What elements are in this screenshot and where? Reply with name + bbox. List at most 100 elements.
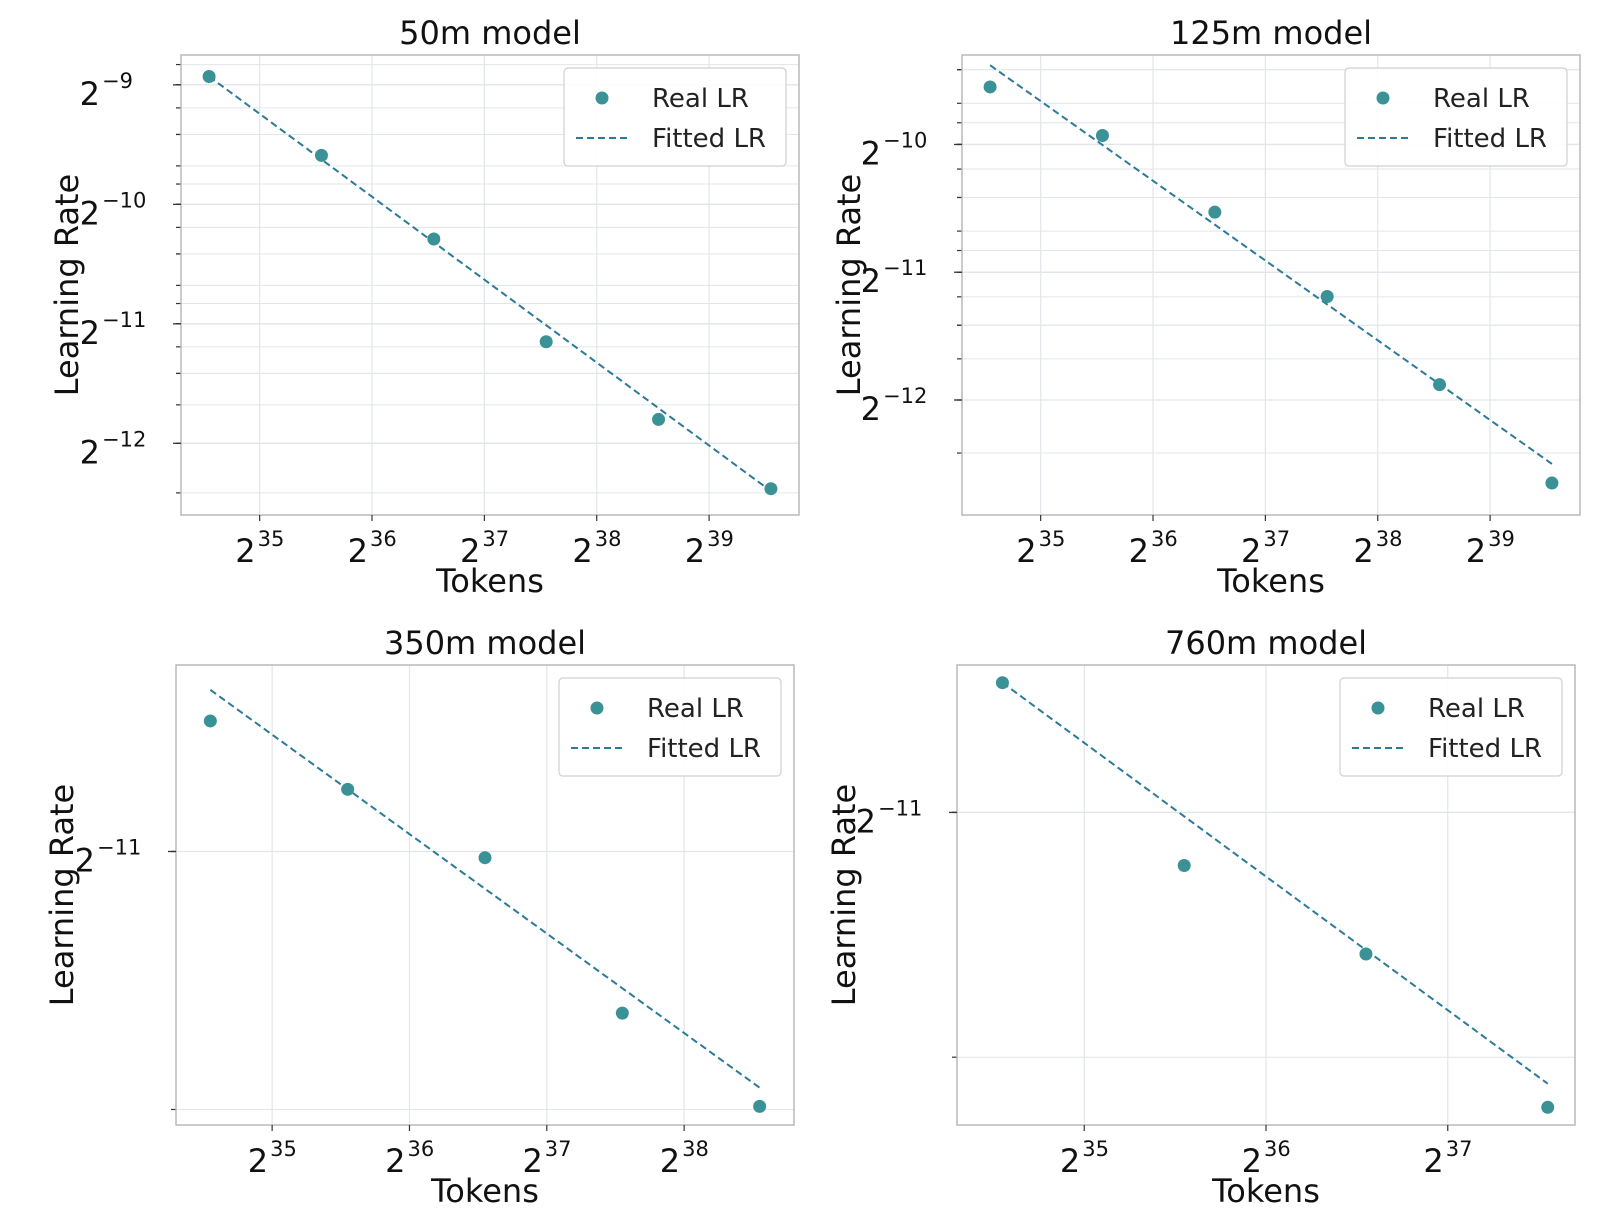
x-tick-base: 2 <box>660 1142 680 1180</box>
legend: Real LR Fitted LR <box>1339 677 1563 777</box>
legend-label-real-lr: Real LR <box>1433 84 1530 114</box>
plot-frame <box>180 54 800 516</box>
y-tick-exponent: −11 <box>883 256 927 280</box>
real-lr-point <box>1541 1100 1555 1114</box>
y-tick-exponent: −11 <box>878 796 922 820</box>
legend-label-fitted-lr: Fitted LR <box>1428 734 1542 764</box>
y-tick-base: 2 <box>80 314 100 352</box>
real-lr-point <box>1208 205 1222 219</box>
chart-title: 125m model <box>1170 14 1372 52</box>
x-tick-base: 2 <box>460 532 480 570</box>
y-axis-label: Learning Rate <box>830 174 868 396</box>
y-tick-exponent: −11 <box>102 308 146 332</box>
y-tick-base: 2 <box>80 433 100 471</box>
x-tick-exponent: 35 <box>270 1137 297 1161</box>
plot-frame <box>961 54 1581 516</box>
legend: Real LR Fitted LR <box>563 67 787 167</box>
x-tick-base: 2 <box>385 1142 405 1180</box>
legend-box <box>563 67 787 167</box>
plot-frame <box>175 664 795 1126</box>
real-lr-point <box>652 412 666 426</box>
x-tick-label: 2 37 <box>460 527 509 570</box>
x-tick-label: 2 39 <box>1466 527 1515 570</box>
legend-label-fitted-lr: Fitted LR <box>647 734 761 764</box>
x-tick-exponent: 39 <box>1488 527 1515 551</box>
x-tick-label: 2 35 <box>248 1137 297 1180</box>
x-tick-label: 2 36 <box>1129 527 1178 570</box>
x-axis-label: Tokens <box>1216 562 1325 600</box>
x-tick-base: 2 <box>1242 1142 1262 1180</box>
x-tick-exponent: 35 <box>258 527 285 551</box>
real-lr-point <box>983 80 997 94</box>
x-tick-label: 2 37 <box>522 1137 571 1180</box>
x-tick-label: 2 35 <box>1016 527 1065 570</box>
real-lr-point <box>995 676 1009 690</box>
y-axis-label: Learning Rate <box>43 784 81 1006</box>
y-tick-label: 2 −10 <box>80 188 147 232</box>
y-tick-exponent: −12 <box>883 384 927 408</box>
y-tick-label: 2 −12 <box>861 384 928 428</box>
x-tick-exponent: 37 <box>1446 1137 1473 1161</box>
y-tick-exponent: −10 <box>883 128 927 152</box>
legend: Real LR Fitted LR <box>1344 67 1568 167</box>
y-axis-label: Learning Rate <box>825 784 863 1006</box>
chart-title: 50m model <box>399 14 581 52</box>
y-tick-exponent: −11 <box>97 835 141 859</box>
x-tick-label: 2 38 <box>1353 527 1402 570</box>
legend-box <box>558 677 782 777</box>
y-tick-base: 2 <box>856 802 876 840</box>
x-axis-label: Tokens <box>1211 1172 1320 1210</box>
real-lr-point <box>539 335 553 349</box>
y-tick-label: 2 −11 <box>75 835 142 879</box>
y-axis-label: Learning Rate <box>48 174 86 396</box>
x-tick-label: 2 37 <box>1241 527 1290 570</box>
fitted-lr-line <box>209 689 761 1089</box>
x-tick-base: 2 <box>1466 532 1486 570</box>
y-tick-label: 2 −11 <box>80 308 147 352</box>
x-tick-exponent: 36 <box>1264 1137 1291 1161</box>
real-lr-point <box>427 232 441 246</box>
legend-marker-real-lr <box>1371 701 1385 715</box>
real-lr-point <box>478 851 492 865</box>
fitted-lr-line <box>208 75 772 492</box>
x-tick-base: 2 <box>235 532 255 570</box>
y-tick-exponent: −9 <box>102 69 133 93</box>
fitted-lr-line <box>1001 681 1549 1085</box>
legend-marker-real-lr <box>595 91 609 105</box>
legend-label-real-lr: Real LR <box>1428 694 1525 724</box>
real-lr-point <box>341 782 355 796</box>
x-tick-exponent: 35 <box>1039 527 1066 551</box>
y-tick-label: 2 −11 <box>861 256 928 300</box>
legend-box <box>1339 677 1563 777</box>
x-tick-label: 2 36 <box>1242 1137 1291 1180</box>
x-tick-exponent: 38 <box>595 527 622 551</box>
x-tick-exponent: 36 <box>370 527 397 551</box>
chart-title: 350m model <box>384 624 586 662</box>
y-tick-label: 2 −9 <box>80 69 133 113</box>
real-lr-point <box>1433 378 1447 392</box>
x-tick-label: 2 35 <box>1060 1137 1109 1180</box>
x-tick-exponent: 38 <box>682 1137 709 1161</box>
fitted-lr-line <box>989 64 1553 465</box>
x-tick-exponent: 37 <box>545 1137 572 1161</box>
legend-box <box>1344 67 1568 167</box>
y-tick-base: 2 <box>80 194 100 232</box>
y-tick-base: 2 <box>80 75 100 113</box>
x-tick-base: 2 <box>572 532 592 570</box>
real-lr-point <box>314 148 328 162</box>
x-tick-label: 2 37 <box>1423 1137 1472 1180</box>
legend: Real LR Fitted LR <box>558 677 782 777</box>
x-tick-exponent: 38 <box>1376 527 1403 551</box>
x-axis-label: Tokens <box>435 562 544 600</box>
legend-label-fitted-lr: Fitted LR <box>1433 124 1547 154</box>
real-lr-point <box>203 714 217 728</box>
legend-label-real-lr: Real LR <box>647 694 744 724</box>
y-tick-exponent: −10 <box>102 188 146 212</box>
legend-label-fitted-lr: Fitted LR <box>652 124 766 154</box>
x-axis-label: Tokens <box>430 1172 539 1210</box>
x-tick-exponent: 36 <box>1151 527 1178 551</box>
x-tick-base: 2 <box>1129 532 1149 570</box>
